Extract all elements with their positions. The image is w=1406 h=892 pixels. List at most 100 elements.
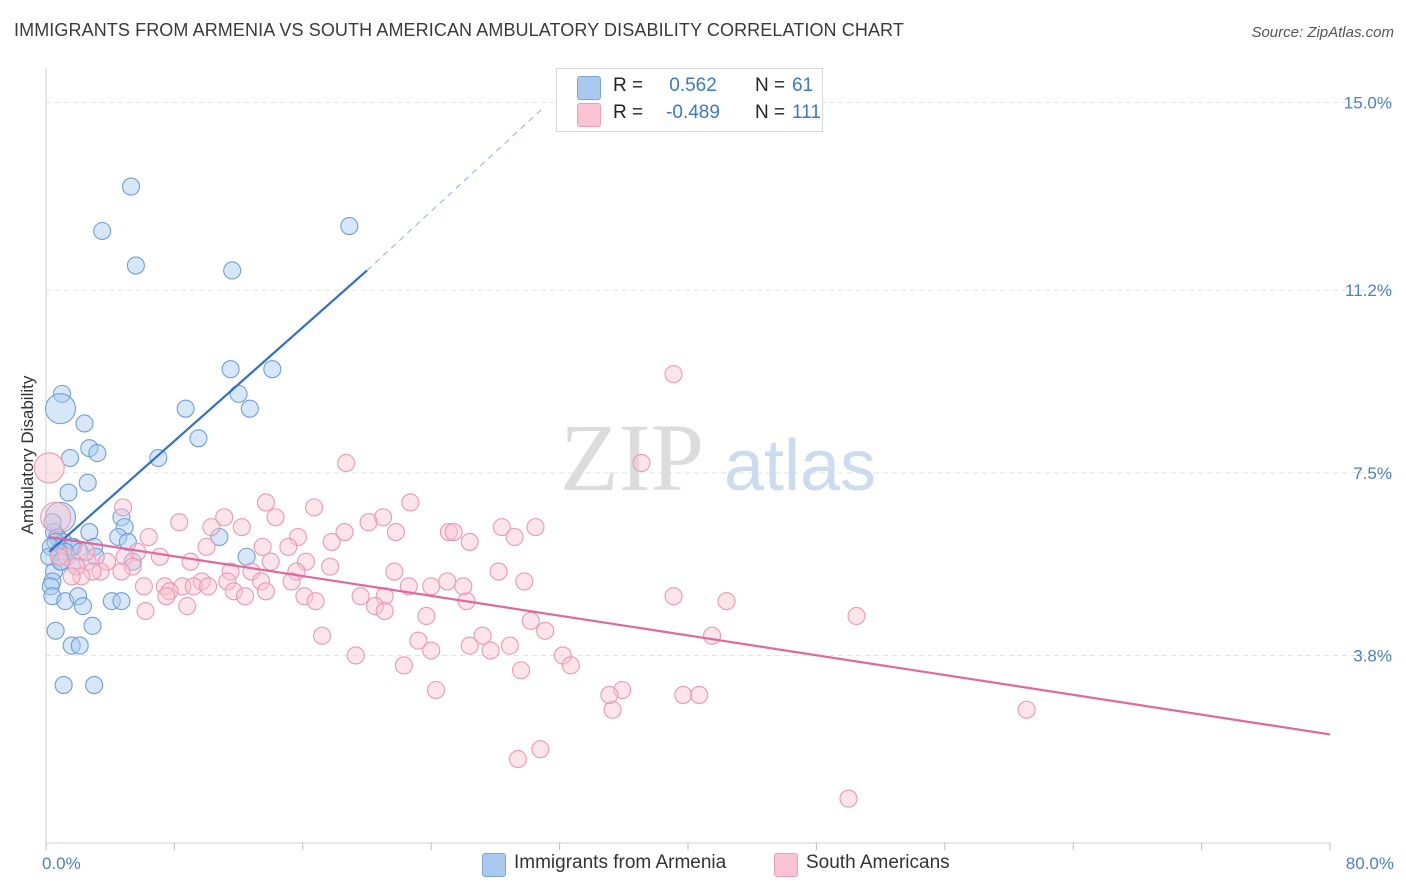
point-south-americans [97,552,117,571]
point-south-americans [603,700,622,719]
point-south-americans [439,523,458,542]
point-south-americans [394,656,413,675]
point-south-americans [385,562,404,581]
point-armenia [340,217,359,236]
point-south-americans [561,656,580,675]
point-south-americans [322,532,341,551]
point-south-americans [536,621,555,640]
point-south-americans [375,601,394,621]
point-south-americans [1017,700,1036,719]
point-south-americans [401,493,420,512]
point-south-americans [531,740,550,759]
trend-lines [48,107,1331,736]
point-south-americans [337,453,356,473]
legend-swatch-armenia [482,853,506,877]
point-south-americans [481,641,500,660]
point-armenia [93,221,112,241]
point-south-americans [235,587,255,606]
watermark-zip: ZIP [560,404,704,511]
point-south-americans [664,587,683,606]
point-south-americans [49,547,68,566]
point-south-americans [674,685,693,704]
point-armenia [44,393,76,425]
point-armenia [109,527,128,547]
point-south-americans [373,508,393,527]
point-armenia [240,399,259,418]
point-armenia [112,592,131,611]
watermark: ZIP atlas [560,404,876,511]
stats-legend: R = 0.562 N = 61 R = -0.489 N = 111 [556,68,823,132]
y-axis-title: Ambulatory Disability [18,375,37,534]
point-armenia [83,616,102,635]
point-south-americans [261,552,280,571]
point-south-americans [717,592,736,611]
legend-label-armenia: Immigrants from Armenia [514,852,727,873]
point-south-americans [505,527,524,547]
point-south-americans [346,646,365,665]
y-tick-label: 15.0% [1344,94,1392,113]
point-south-americans [304,498,324,517]
point-armenia [223,261,242,280]
legend-swatch-south-americans [774,853,798,877]
r-label: R = [613,102,644,123]
point-south-americans [512,661,531,680]
point-south-americans [170,513,189,532]
point-south-americans [221,562,240,581]
n-label: N = [755,75,786,96]
point-armenia [126,256,145,275]
y-tick-label: 7.5% [1353,464,1392,483]
legend-swatch-armenia [577,76,601,100]
point-armenia [149,448,168,468]
n-value: 61 [792,75,814,96]
point-south-americans [473,626,492,645]
point-armenia [70,636,89,655]
point-south-americans [72,567,91,586]
point-armenia [115,518,134,537]
point-south-americans [438,572,457,591]
point-armenia [263,360,282,379]
point-armenia [176,399,195,418]
point-armenia [80,523,99,542]
trend-line-armenia [48,269,368,553]
point-south-americans [178,597,197,616]
point-south-americans [181,552,200,571]
point-south-americans [215,508,234,527]
point-south-americans [632,453,651,473]
point-south-americans [306,592,325,611]
point-south-americans [365,597,385,616]
point-armenia [189,429,208,448]
point-south-americans [253,537,272,556]
point-south-americans [224,582,243,601]
point-armenia [78,473,97,492]
point-south-americans [500,636,519,655]
point-south-americans [199,577,218,596]
point-south-americans [399,577,418,596]
point-armenia [118,532,137,551]
point-south-americans [136,601,155,621]
point-south-americans [282,572,301,591]
trend-line-south-americans [49,535,1331,736]
point-south-americans [444,523,463,542]
point-south-americans [33,452,65,484]
point-south-americans [454,577,473,596]
n-label: N = [755,102,786,123]
r-value: -0.489 [666,102,720,123]
point-south-americans [313,626,332,645]
point-south-americans [252,572,271,591]
point-south-americans [296,552,316,571]
point-south-americans [359,513,378,532]
series-legend: Immigrants from Armenia South Americans [0,852,1406,878]
point-south-americans [232,518,251,537]
point-south-americans [139,527,158,547]
point-south-americans [256,582,275,601]
point-south-americans [422,577,441,596]
point-south-americans [197,537,216,556]
point-south-americans [426,680,446,700]
point-south-americans [492,518,511,537]
point-armenia [102,592,121,611]
point-south-americans [321,557,340,576]
point-south-americans [266,508,285,527]
point-south-americans [62,567,81,586]
r-value: 0.562 [669,75,717,96]
